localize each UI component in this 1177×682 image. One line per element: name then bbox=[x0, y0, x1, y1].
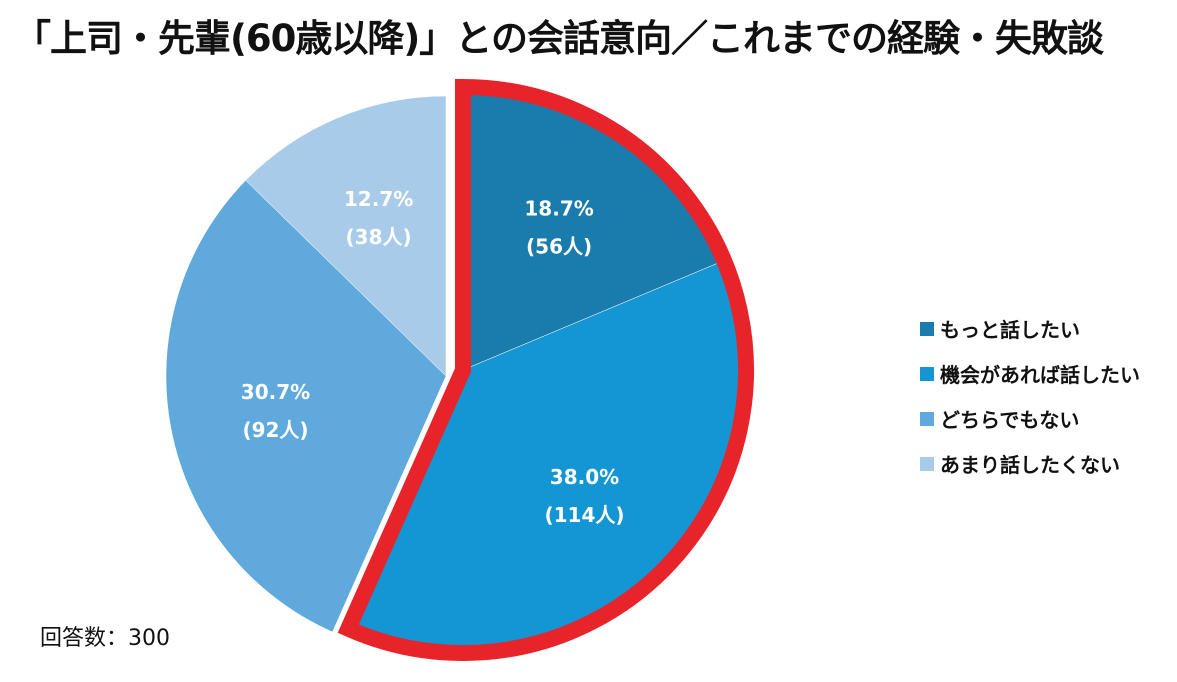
highlight-outline bbox=[337, 78, 754, 661]
slice-count-label: (38人) bbox=[346, 225, 412, 249]
slice-percent-label: 18.7% bbox=[524, 196, 593, 220]
legend-swatch bbox=[920, 321, 934, 336]
legend-label: あまり話したくない bbox=[940, 453, 1120, 477]
slice-percent-label: 30.7% bbox=[241, 380, 310, 404]
chart-title: 「上司・先輩(60歳以降)」との会話意向／これまでの経験・失敗談 bbox=[14, 17, 1104, 60]
slice-percent-label: 38.0% bbox=[550, 465, 619, 489]
slice-percent-label: 12.7% bbox=[344, 187, 413, 211]
legend-item: どちらでもない bbox=[920, 396, 1140, 441]
respondent-count: 回答数：300 bbox=[40, 626, 170, 651]
pie-slice-4 bbox=[245, 95, 447, 377]
legend-swatch bbox=[920, 411, 934, 426]
slice-count-label: (92人) bbox=[242, 418, 308, 442]
legend-item: もっと話したい bbox=[920, 306, 1140, 351]
legend-swatch bbox=[920, 366, 934, 381]
legend-swatch bbox=[920, 456, 934, 471]
legend-label: 機会があれば話したい bbox=[940, 363, 1140, 387]
legend-label: もっと話したい bbox=[940, 318, 1080, 342]
slice-count-label: (56人) bbox=[526, 234, 592, 258]
slice-count-label: (114人) bbox=[544, 503, 624, 527]
pie-slice-3 bbox=[165, 179, 447, 633]
legend: もっと話したい機会があれば話したい どちらでもないあまり話したくない bbox=[920, 306, 1140, 486]
legend-item: あまり話したくない bbox=[920, 441, 1140, 486]
legend-label: どちらでもない bbox=[940, 408, 1080, 432]
legend-item: 機会があれば話したい bbox=[920, 351, 1140, 396]
